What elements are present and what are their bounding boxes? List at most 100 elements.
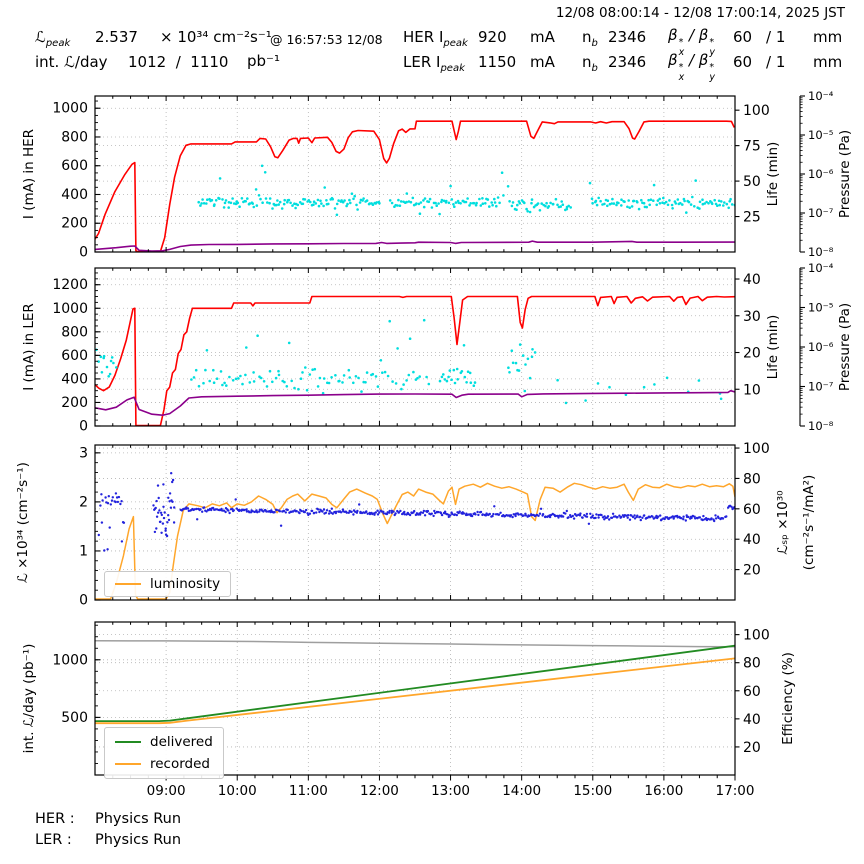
recorded xyxy=(95,657,735,725)
right-tick-label: 20 xyxy=(743,740,761,756)
pressure-tick-label: 10⁻⁸ xyxy=(808,419,834,433)
delivered-legend-entry: delivered xyxy=(115,734,213,750)
right-tick-label: 60 xyxy=(743,502,761,518)
left-tick-label: 800 xyxy=(61,129,88,145)
her-ipeak-label: HER Ipeak xyxy=(403,28,468,49)
script-l-symbol: ℒ xyxy=(35,28,46,46)
delivered xyxy=(95,644,735,722)
integrated-legend: delivered recorded xyxy=(104,727,224,779)
specific-luminosity-dots xyxy=(97,472,735,552)
left-tick-label: 1000 xyxy=(52,101,88,117)
intlum-value: 1012 / 1110 xyxy=(128,53,229,71)
her-ipeak-unit: mA xyxy=(530,28,555,46)
recorded-legend-label: recorded xyxy=(150,756,210,772)
right-axis: 20 40 60 80 100 ℒₛₚ ×10³⁰ (cm⁻²s⁻¹/mA²) xyxy=(735,441,817,579)
left-axis-label: I (mA) in HER xyxy=(21,129,37,219)
her-beta-value: 60 xyxy=(733,28,753,46)
left-axis-label: int. ℒ/day (pb⁻¹) xyxy=(21,644,37,754)
x-tick-label: 16:00 xyxy=(644,783,683,799)
her-status-label: HER : xyxy=(35,811,75,827)
x-tick-label: 15:00 xyxy=(573,783,612,799)
page-title: 12/08 08:00:14 - 12/08 17:00:14, 2025 JS… xyxy=(555,5,845,21)
left-tick-label: 200 xyxy=(61,216,88,232)
lpeak-value: 2.537 xyxy=(95,28,138,46)
lpeak-timestamp: @ 16:57:53 12/08 xyxy=(270,32,383,47)
right-tick-label: 25 xyxy=(743,210,761,226)
left-tick-label: 800 xyxy=(61,324,88,340)
x-ticks xyxy=(112,445,718,600)
her-lifetime-dots xyxy=(197,164,735,217)
right-axis: 25 50 75 100 Life (min) xyxy=(735,103,781,226)
her-pressure xyxy=(95,240,735,252)
gridlines xyxy=(95,96,735,252)
right-axis-label: Life (min) xyxy=(765,315,781,380)
ler-beta-sep: / 1 xyxy=(766,53,786,71)
left-axis: 500 1000 int. ℒ/day (pb⁻¹) xyxy=(21,624,101,764)
pressure-tick-label: 10⁻⁸ xyxy=(808,245,834,259)
right-tick-label: 100 xyxy=(743,103,770,119)
right-tick-label: 80 xyxy=(743,656,761,672)
right-tick-label: 20 xyxy=(743,563,761,579)
x-ticks: 09:00 10:00 11:00 12:00 13:00 14:00 15:00 16:00… xyxy=(112,622,755,799)
intlum-label: int. ℒ/day xyxy=(35,53,108,71)
luminosity-legend-label: luminosity xyxy=(150,576,221,592)
her-nb-value: 2346 xyxy=(608,28,647,46)
delivered-legend-line xyxy=(115,740,141,744)
luminosity-plot: 0 1 2 3 ℒ ×10³⁴ (cm⁻²s⁻¹) 20 40 60 80 100 ℒₛₚ ×10³… xyxy=(15,441,817,608)
left-tick-label: 200 xyxy=(61,395,88,411)
left-tick-label: 600 xyxy=(61,158,88,174)
left-axis: 0 200 400 600 800 1000 I (mA) in HER xyxy=(21,100,101,261)
right-axis: 20 40 60 80 100 Efficiency (%) xyxy=(735,628,796,756)
her-beam-series xyxy=(95,120,735,252)
integrated-luminosity-plot: 09:00 10:00 11:00 12:00 13:00 14:00 15:00 16:00… xyxy=(21,621,796,799)
luminosity-legend: luminosity xyxy=(104,571,232,597)
left-axis: 0 1 2 3 ℒ ×10³⁴ (cm⁻²s⁻¹) xyxy=(15,445,101,609)
ler-beta-unit: mm xyxy=(813,53,843,71)
left-tick-label: 3 xyxy=(79,445,88,461)
x-ticks xyxy=(112,268,718,426)
left-tick-label: 1200 xyxy=(52,277,88,293)
right-tick-label: 100 xyxy=(743,441,770,457)
delivered-legend-label: delivered xyxy=(150,734,213,750)
ler-lifetime-dots xyxy=(95,318,723,405)
pressure-tick-label: 10⁻⁴ xyxy=(808,89,834,103)
right-tick-label: 30 xyxy=(743,309,761,325)
her-beta-unit: mm xyxy=(813,28,843,46)
right-tick-label: 20 xyxy=(743,346,761,362)
integrated-luminosity-series xyxy=(95,640,735,725)
pressure-tick-label: 10⁻⁴ xyxy=(808,261,834,275)
pressure-axis: 10⁻⁴ 10⁻⁵ 10⁻⁶ 10⁻⁷ 10⁻⁸ Pressure (Pa) xyxy=(799,89,853,259)
right-tick-label: 40 xyxy=(743,532,761,548)
x-tick-label: 10:00 xyxy=(218,783,257,799)
pressure-tick-label: 10⁻⁷ xyxy=(808,206,834,220)
left-tick-label: 2 xyxy=(79,494,88,510)
ler-beam-plot: 0 200 400 600 800 1000 1200 I (mA) in LER 10 20 30… xyxy=(21,261,853,435)
ler-pressure xyxy=(95,389,735,416)
right-tick-label: 40 xyxy=(743,272,761,288)
right-axis-label: Life (min) xyxy=(765,142,781,207)
right-tick-label: 40 xyxy=(743,712,761,728)
x-tick-label: 14:00 xyxy=(502,783,541,799)
left-tick-label: 400 xyxy=(61,371,88,387)
right-tick-label: 50 xyxy=(743,174,761,190)
x-tick-label: 12:00 xyxy=(360,783,399,799)
left-axis-label: I (mA) in LER xyxy=(21,303,37,391)
ler-beta-label: β * x / β * y xyxy=(668,51,716,83)
her-beam-plot: 0 200 400 600 800 1000 I (mA) in HER 25 50 75 100 L… xyxy=(21,89,853,261)
x-tick-label: 17:00 xyxy=(716,783,755,799)
left-tick-label: 1000 xyxy=(52,301,88,317)
x-tick-label: 09:00 xyxy=(147,783,186,799)
gridlines xyxy=(95,268,735,426)
her-nb-label: nb xyxy=(582,28,598,49)
pressure-tick-label: 10⁻⁶ xyxy=(808,340,834,354)
left-axis: 0 200 400 600 800 1000 1200 I (mA) in LER xyxy=(21,272,101,435)
x-tick-label: 11:00 xyxy=(289,783,328,799)
ler-ipeak-label: LER Ipeak xyxy=(403,53,465,74)
her-beta-label: β * x / β * y xyxy=(668,26,716,58)
her-ipeak-value: 920 xyxy=(478,28,507,46)
efficiency xyxy=(95,640,735,648)
ler-status-label: LER : xyxy=(35,832,72,848)
luminosity-line xyxy=(95,482,735,600)
